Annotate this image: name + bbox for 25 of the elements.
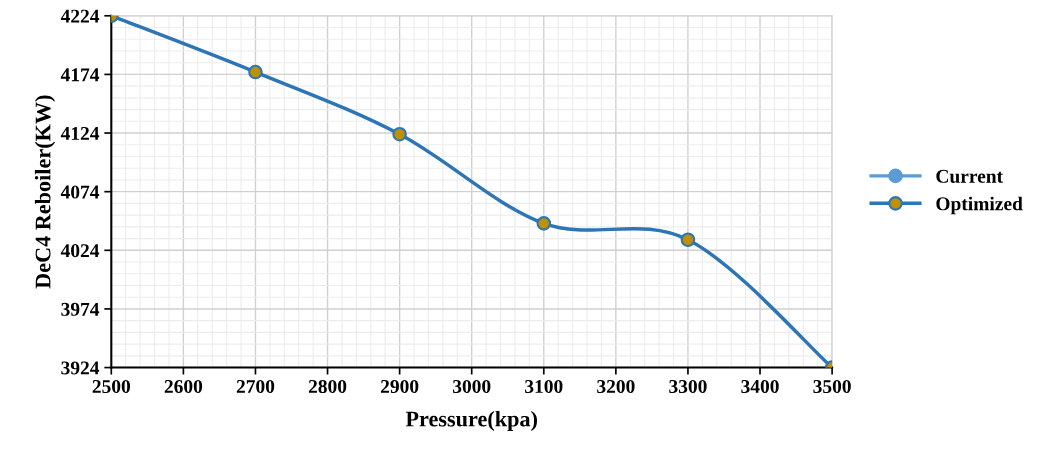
y-axis-title: DeC4 Reboiler(KW) [34,95,56,289]
x-tick-label: 3200 [597,379,635,394]
x-tick-label: 2600 [164,379,203,394]
x-tick-label: 3100 [525,379,563,394]
y-tick-label: 4224 [60,9,100,23]
y-tick-label: 4024 [60,244,100,258]
point [680,232,696,248]
legend-label: Current [936,169,1003,183]
x-tick-label: 2900 [380,379,419,394]
legend-label: Optimized [936,196,1023,215]
point [536,216,552,231]
x-tick-label: 3400 [741,379,779,394]
y-tick-label: 3924 [61,361,100,375]
x-tick-label: 3500 [813,379,851,394]
x-tick-label: 2700 [236,379,275,394]
x-tick-label: 2800 [308,379,347,394]
y-tick-label: 4174 [60,68,100,82]
x-tick-label: 3300 [669,379,707,394]
point [392,126,407,142]
y-tick-label: 4124 [60,126,100,140]
x-tick-label: 2500 [92,379,130,394]
x-tick-label: 3000 [452,379,491,394]
y-tick-label: 3974 [61,302,100,316]
y-tick-label: 4074 [60,185,100,199]
x-axis-title: Pressure(kpa) [405,410,537,432]
